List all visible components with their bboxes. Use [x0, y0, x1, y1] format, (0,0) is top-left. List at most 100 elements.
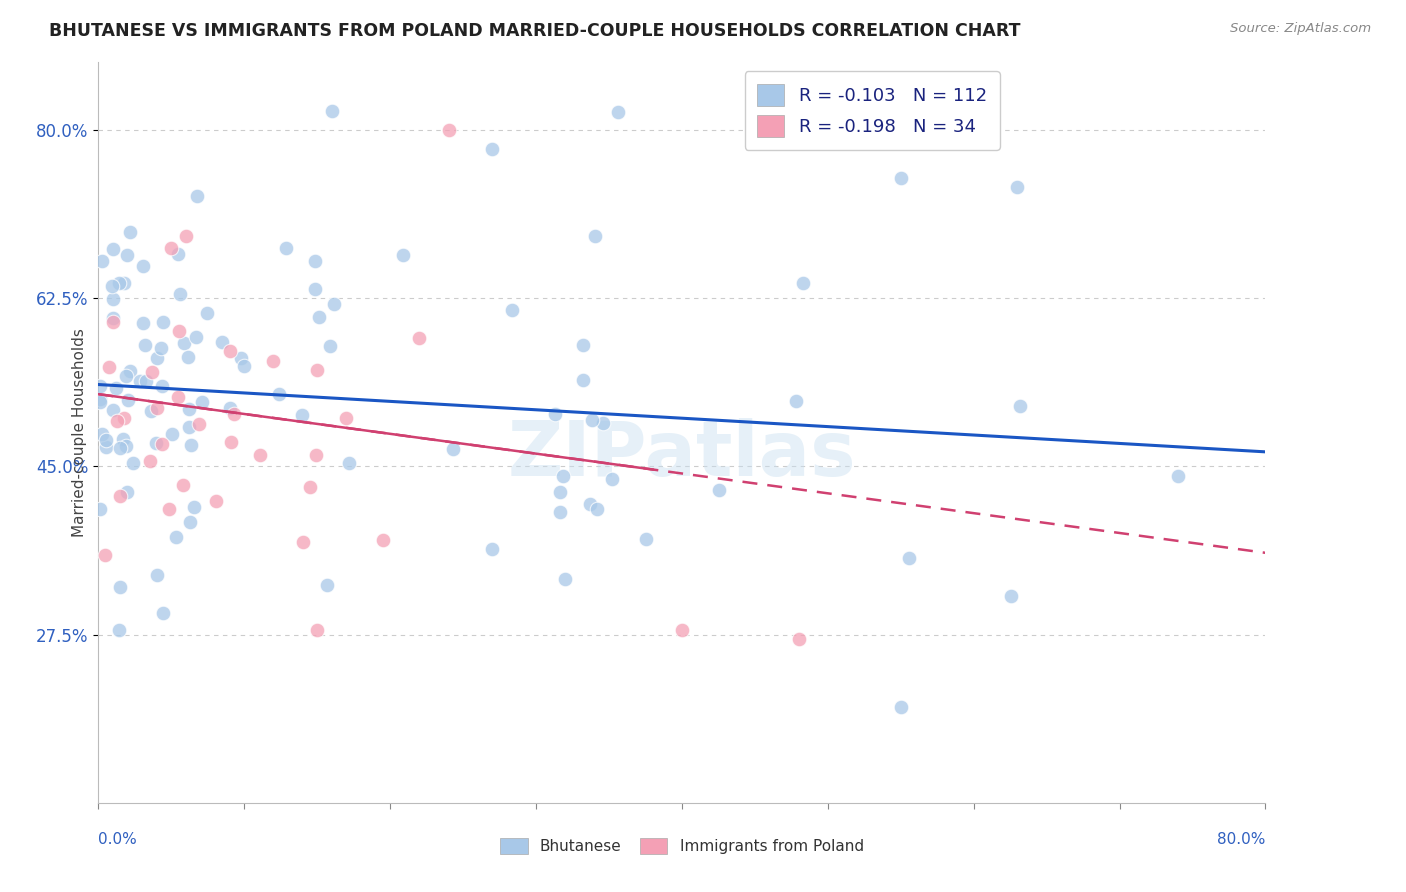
Point [548, 484, 571, 499]
Point [101, 293, 124, 307]
Point [321, 103, 343, 118]
Point [152, 606, 174, 620]
Point [219, 401, 242, 415]
Text: 80.0%: 80.0% [1218, 831, 1265, 847]
Point [184, 330, 207, 344]
Point [371, 533, 394, 548]
Point [118, 364, 141, 378]
Point [579, 497, 602, 511]
Text: 0.0%: 0.0% [98, 831, 138, 847]
Text: Source: ZipAtlas.com: Source: ZipAtlas.com [1230, 22, 1371, 36]
Point [581, 413, 603, 427]
Point [120, 225, 142, 239]
Point [150, 379, 173, 393]
Point [204, 493, 226, 508]
Point [108, 580, 131, 594]
Point [96, 433, 118, 447]
Point [110, 489, 132, 503]
Point [134, 338, 156, 352]
Point [318, 339, 340, 353]
Point [322, 297, 344, 311]
Point [1007, 180, 1029, 194]
Point [89, 379, 111, 393]
Point [1000, 589, 1022, 603]
Point [607, 104, 630, 119]
Point [218, 343, 240, 358]
Point [165, 530, 187, 544]
Point [583, 228, 606, 243]
Point [173, 336, 195, 351]
Point [307, 623, 329, 637]
Legend: Bhutanese, Immigrants from Poland: Bhutanese, Immigrants from Poland [492, 830, 872, 862]
Point [108, 276, 131, 290]
Point [174, 228, 197, 243]
Point [117, 392, 139, 407]
Point [308, 310, 330, 324]
Point [600, 472, 623, 486]
Point [585, 502, 607, 516]
Point [141, 365, 163, 379]
Point [335, 411, 357, 425]
Point [100, 279, 122, 293]
Y-axis label: Married-couple Households: Married-couple Households [72, 328, 87, 537]
Point [145, 401, 167, 416]
Point [792, 276, 814, 290]
Point [305, 449, 328, 463]
Text: BHUTANESE VS IMMIGRANTS FROM POLAND MARRIED-COUPLE HOUSEHOLDS CORRELATION CHART: BHUTANESE VS IMMIGRANTS FROM POLAND MARR… [49, 22, 1021, 40]
Point [890, 699, 912, 714]
Text: ZIPatlas: ZIPatlas [508, 417, 856, 491]
Point [408, 331, 430, 345]
Point [276, 241, 298, 255]
Point [98, 359, 121, 374]
Point [262, 353, 284, 368]
Point [1010, 399, 1032, 413]
Point [550, 505, 572, 519]
Point [392, 248, 415, 262]
Point [96, 440, 118, 454]
Point [437, 122, 460, 136]
Point [307, 363, 329, 377]
Point [572, 373, 595, 387]
Point [108, 623, 131, 637]
Point [115, 484, 138, 499]
Point [103, 315, 125, 329]
Point [169, 286, 191, 301]
Point [160, 426, 183, 441]
Point [108, 441, 131, 455]
Point [167, 324, 190, 338]
Point [89, 501, 111, 516]
Point [898, 550, 921, 565]
Point [145, 567, 167, 582]
Point [112, 276, 135, 290]
Point [90, 427, 112, 442]
Point [219, 434, 242, 449]
Point [157, 502, 180, 516]
Point [481, 142, 503, 156]
Point [149, 341, 172, 355]
Point [316, 578, 339, 592]
Point [177, 350, 200, 364]
Point [90, 253, 112, 268]
Point [172, 478, 194, 492]
Point [211, 334, 233, 349]
Point [132, 259, 155, 273]
Point [179, 515, 201, 529]
Point [232, 359, 254, 373]
Point [304, 254, 326, 268]
Point [139, 404, 162, 418]
Point [94, 548, 117, 562]
Point [571, 338, 593, 352]
Point [501, 302, 523, 317]
Point [101, 402, 124, 417]
Point [179, 419, 201, 434]
Point [105, 414, 128, 428]
Point [1167, 469, 1189, 483]
Point [291, 535, 314, 549]
Point [180, 438, 202, 452]
Point [183, 500, 205, 514]
Point [890, 170, 912, 185]
Point [634, 532, 657, 546]
Point [138, 454, 160, 468]
Point [135, 374, 157, 388]
Point [104, 381, 127, 395]
